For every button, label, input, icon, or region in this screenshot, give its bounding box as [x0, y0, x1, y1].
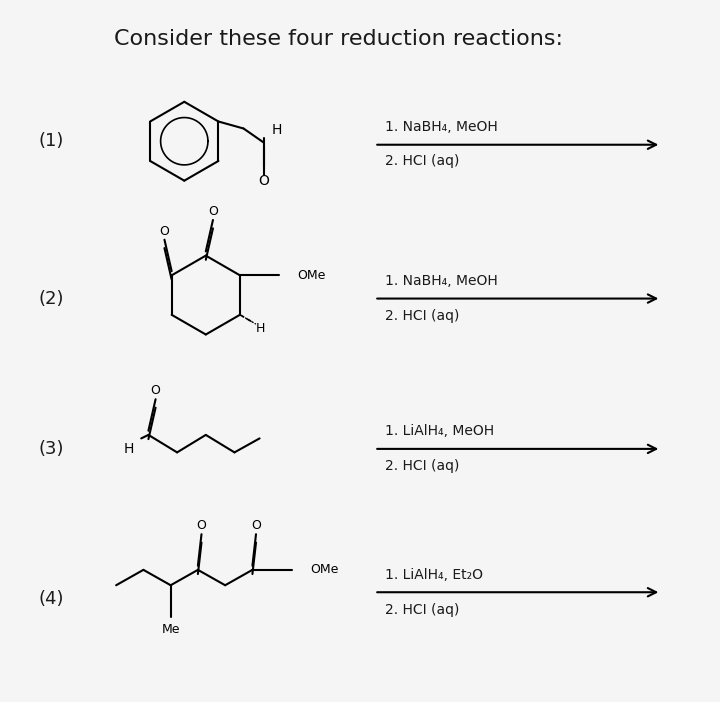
- Text: O: O: [197, 519, 207, 532]
- Text: 2. HCI (aq): 2. HCI (aq): [385, 603, 459, 617]
- Text: (3): (3): [39, 440, 64, 458]
- Text: 1. NaBH₄, MeOH: 1. NaBH₄, MeOH: [385, 120, 498, 134]
- Text: O: O: [150, 385, 161, 397]
- Text: Me: Me: [161, 623, 180, 636]
- Text: OMe: OMe: [310, 564, 338, 576]
- Text: (2): (2): [39, 289, 64, 307]
- Text: H: H: [124, 442, 134, 456]
- Text: O: O: [258, 174, 269, 188]
- Text: 2. HCI (aq): 2. HCI (aq): [385, 459, 459, 473]
- Text: (4): (4): [39, 590, 64, 608]
- Text: Consider these four reduction reactions:: Consider these four reduction reactions:: [114, 29, 563, 49]
- Text: 1. LiAlH₄, Et₂O: 1. LiAlH₄, Et₂O: [385, 568, 483, 582]
- Text: (1): (1): [39, 132, 64, 150]
- Text: H: H: [256, 322, 265, 336]
- Text: O: O: [251, 519, 261, 532]
- Text: H: H: [271, 123, 282, 137]
- Text: 2. HCI (aq): 2. HCI (aq): [385, 154, 459, 168]
- Text: O: O: [208, 205, 218, 218]
- Text: 1. NaBH₄, MeOH: 1. NaBH₄, MeOH: [385, 274, 498, 288]
- Text: OMe: OMe: [297, 269, 325, 282]
- Text: 1. LiAlH₄, MeOH: 1. LiAlH₄, MeOH: [385, 425, 494, 439]
- Text: 2. HCI (aq): 2. HCI (aq): [385, 309, 459, 323]
- Text: O: O: [160, 225, 169, 238]
